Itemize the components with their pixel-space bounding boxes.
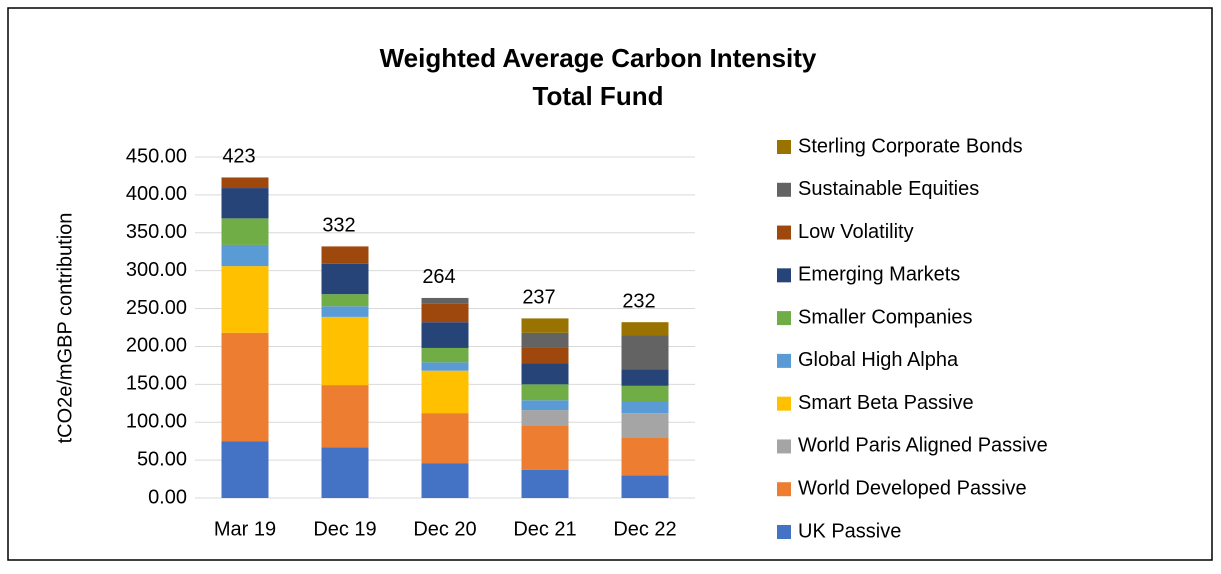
y-tick-label: 0.00 [148, 486, 187, 508]
y-tick-label: 250.00 [126, 297, 187, 319]
y-tick-label: 400.00 [126, 183, 187, 205]
bar-segment [421, 347, 469, 363]
y-tick-label: 150.00 [126, 373, 187, 395]
legend-swatch [777, 311, 791, 326]
bar-segment [521, 410, 569, 427]
legend-swatch [777, 268, 791, 283]
bar-segment [621, 322, 669, 336]
legend-label: UK Passive [798, 520, 901, 542]
y-axis-title: tCO2e/mGBP contribution [54, 213, 76, 444]
bar-segment [521, 332, 569, 348]
bar-segment [221, 188, 269, 219]
bar-segment [221, 266, 269, 333]
bar-segment [521, 384, 569, 401]
total-label: 332 [322, 215, 355, 237]
bar-segment [421, 297, 469, 304]
bar-segment [421, 463, 469, 498]
bar-segment [321, 246, 369, 264]
legend-swatch [777, 439, 791, 454]
y-tick-label: 200.00 [126, 335, 187, 357]
y-tick-label: 100.00 [126, 411, 187, 433]
chart-title: Weighted Average Carbon Intensity [380, 43, 817, 73]
legend-swatch [777, 396, 791, 411]
chart-frame [7, 7, 1213, 561]
legend-label: Sustainable Equities [798, 178, 979, 200]
legend-swatch [777, 182, 791, 197]
legend-label: World Developed Passive [798, 478, 1027, 500]
bar-segment [421, 413, 469, 464]
total-label: 264 [422, 266, 455, 288]
legend-label: Low Volatility [798, 221, 914, 243]
legend-swatch [777, 482, 791, 497]
legend-label: Smart Beta Passive [798, 392, 974, 414]
bar-segment [521, 363, 569, 385]
chart-subtitle: Total Fund [533, 81, 664, 111]
x-tick-label: Dec 22 [613, 518, 676, 540]
total-label: 237 [522, 287, 555, 309]
legend-swatch [777, 353, 791, 368]
bar-segment [221, 244, 269, 267]
legend-swatch [777, 140, 791, 154]
legend-label: World Paris Aligned Passive [798, 435, 1048, 457]
bar-segment [621, 413, 669, 438]
bar-segment [621, 335, 669, 370]
bar-segment [621, 437, 669, 476]
bar-segment [321, 385, 369, 448]
bar-segment [621, 475, 669, 498]
y-tick-label: 450.00 [126, 145, 187, 167]
bar-segment [421, 303, 469, 323]
x-tick-label: Mar 19 [214, 518, 276, 540]
total-label: 232 [622, 290, 655, 312]
legend-swatch [777, 225, 791, 240]
bar-segment [521, 469, 569, 498]
bar-segment [321, 294, 369, 307]
y-tick-label: 50.00 [137, 448, 187, 470]
bar-segment [621, 401, 669, 414]
legend-label: Smaller Companies [798, 306, 973, 328]
legend-label: Emerging Markets [798, 264, 960, 286]
bar-segment [621, 369, 669, 386]
bar-segment [521, 400, 569, 411]
legend-swatch [777, 525, 791, 539]
bar-segment [521, 318, 569, 333]
bar-segment [421, 362, 469, 371]
total-label: 423 [222, 146, 255, 168]
bar-segment [321, 447, 369, 498]
bar-segment [321, 263, 369, 295]
y-tick-label: 350.00 [126, 221, 187, 243]
bar-segment [321, 316, 369, 386]
bar-segment [321, 306, 369, 317]
bar-segment [221, 177, 269, 189]
bar-segment [421, 370, 469, 414]
x-tick-label: Dec 21 [513, 518, 576, 540]
bar-segment [221, 332, 269, 442]
y-tick-label: 300.00 [126, 259, 187, 281]
legend-label: Global High Alpha [798, 349, 959, 371]
bar-segment [521, 347, 569, 364]
legend-label: Sterling Corporate Bonds [798, 135, 1023, 157]
bar-segment [221, 218, 269, 245]
bar-segment [221, 441, 269, 498]
x-tick-label: Dec 20 [413, 518, 476, 540]
bar-segment [621, 385, 669, 402]
bar-segment [521, 426, 569, 470]
x-tick-label: Dec 19 [313, 518, 376, 540]
bar-segment [421, 322, 469, 348]
